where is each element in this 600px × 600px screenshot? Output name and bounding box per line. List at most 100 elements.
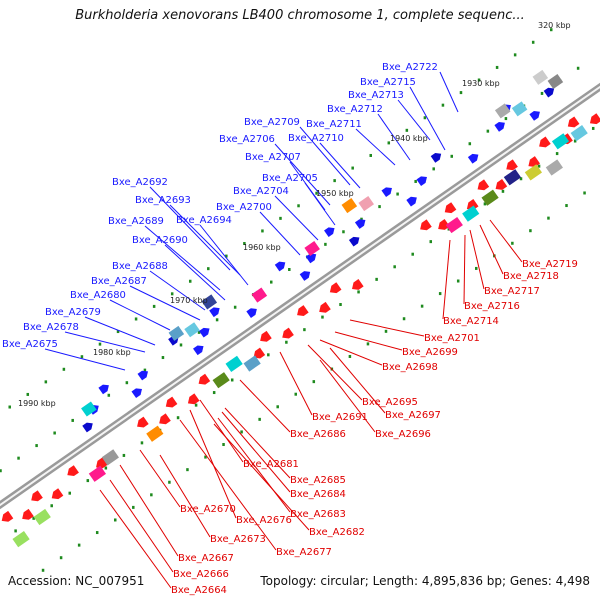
- gene-feature: [165, 396, 178, 408]
- guide-dot: [540, 91, 544, 95]
- gene-label: Bxe_A2713: [348, 90, 404, 101]
- guide-dot: [194, 403, 198, 407]
- guide-dot: [122, 453, 126, 457]
- guide-dot: [315, 191, 318, 195]
- gene-label: Bxe_A2717: [484, 286, 540, 297]
- leader-line: [409, 86, 446, 151]
- guide-dot: [555, 152, 559, 156]
- guide-dot: [483, 202, 487, 206]
- guide-dot: [62, 367, 66, 371]
- guide-dot: [41, 568, 45, 572]
- gene-feature: [96, 457, 108, 469]
- gene-label: Bxe_A2673: [210, 534, 266, 545]
- gene-feature: [528, 156, 541, 167]
- guide-dot: [348, 354, 352, 358]
- guide-dot: [77, 543, 81, 547]
- gene-label: Bxe_A2677: [276, 547, 332, 558]
- leader-line: [109, 299, 171, 331]
- gene-feature: [494, 103, 511, 119]
- gene-label: Bxe_A2685: [290, 475, 346, 486]
- guide-dot: [32, 516, 35, 520]
- guide-dot: [152, 304, 156, 308]
- guide-dot: [333, 179, 336, 183]
- guide-dot: [276, 405, 279, 409]
- leader-line: [159, 454, 211, 538]
- guide-dot: [68, 491, 72, 495]
- gene-feature: [506, 159, 518, 171]
- guide-dot: [161, 356, 165, 360]
- guide-dot: [143, 368, 147, 372]
- gene-label: Bxe_A2670: [180, 504, 236, 515]
- gene-label: Bxe_A2675: [2, 339, 58, 350]
- gene-label: Bxe_A2715: [360, 77, 416, 88]
- guide-dot: [573, 139, 577, 143]
- leader-line: [224, 407, 291, 479]
- guide-dot: [35, 444, 38, 448]
- gene-feature: [570, 125, 588, 142]
- gene-feature: [184, 322, 200, 338]
- leader-line: [84, 316, 156, 346]
- guide-dot: [369, 153, 372, 157]
- leader-line: [179, 419, 277, 551]
- gene-label: Bxe_A2700: [216, 202, 272, 213]
- leader-line: [149, 270, 206, 311]
- gene-feature: [529, 111, 540, 121]
- leader-line: [119, 464, 179, 557]
- guide-dot: [378, 205, 381, 209]
- guide-dot: [429, 240, 433, 244]
- gene-feature: [547, 73, 564, 90]
- gene-feature: [81, 401, 97, 417]
- leader-line: [199, 399, 244, 463]
- guide-dot: [414, 179, 417, 183]
- gene-label: Bxe_A2686: [290, 429, 346, 440]
- guide-dot: [529, 229, 532, 233]
- guide-dot: [140, 441, 144, 445]
- guide-dot: [267, 353, 270, 357]
- leader-line: [489, 219, 523, 263]
- gene-feature: [304, 240, 320, 257]
- gene-label: Bxe_A2679: [45, 307, 101, 318]
- gene-feature: [22, 508, 34, 520]
- guide-dot: [475, 266, 478, 270]
- leader-line: [164, 244, 226, 301]
- gene-feature: [253, 347, 266, 359]
- gene-feature: [137, 416, 149, 428]
- gene-feature: [477, 179, 490, 191]
- gene-label: Bxe_A2690: [132, 235, 188, 246]
- gene-feature: [445, 216, 463, 234]
- leader-line: [329, 347, 386, 414]
- leader-line: [463, 234, 466, 305]
- gene-feature: [198, 373, 211, 385]
- guide-dot: [547, 216, 550, 220]
- leader-line: [99, 489, 172, 589]
- guide-dot: [324, 242, 327, 246]
- tick-label: 1930 kbp: [462, 79, 500, 88]
- guide-dot: [366, 342, 370, 346]
- gene-feature: [146, 425, 164, 442]
- guide-dot: [98, 342, 102, 346]
- gene-feature: [193, 345, 204, 356]
- gene-feature: [589, 113, 600, 125]
- guide-dot: [513, 53, 517, 57]
- gene-label: Bxe_A2683: [290, 509, 346, 520]
- gene-label: Bxe_A2704: [233, 186, 289, 197]
- gene-feature: [212, 372, 230, 389]
- guide-dot: [468, 142, 472, 146]
- gene-label: Bxe_A2709: [244, 117, 300, 128]
- leader-line: [439, 71, 459, 113]
- guide-dot: [134, 317, 138, 321]
- guide-dot: [188, 279, 192, 283]
- guide-dot: [375, 277, 378, 281]
- tick-labels: 320 kbp 1930 kbp 1940 kbp 1950 kbp 1960 …: [18, 21, 571, 408]
- gene-feature: [481, 189, 499, 206]
- leader-line: [44, 348, 126, 371]
- gene-feature: [406, 196, 417, 207]
- gene-feature: [503, 169, 522, 186]
- gene-feature: [420, 219, 432, 231]
- guide-dot: [531, 40, 535, 44]
- gene-feature: [282, 327, 294, 339]
- gene-feature: [511, 101, 528, 117]
- tick-label: 1940 kbp: [390, 134, 428, 143]
- guide-dot: [26, 392, 30, 396]
- gene-feature: [251, 287, 268, 303]
